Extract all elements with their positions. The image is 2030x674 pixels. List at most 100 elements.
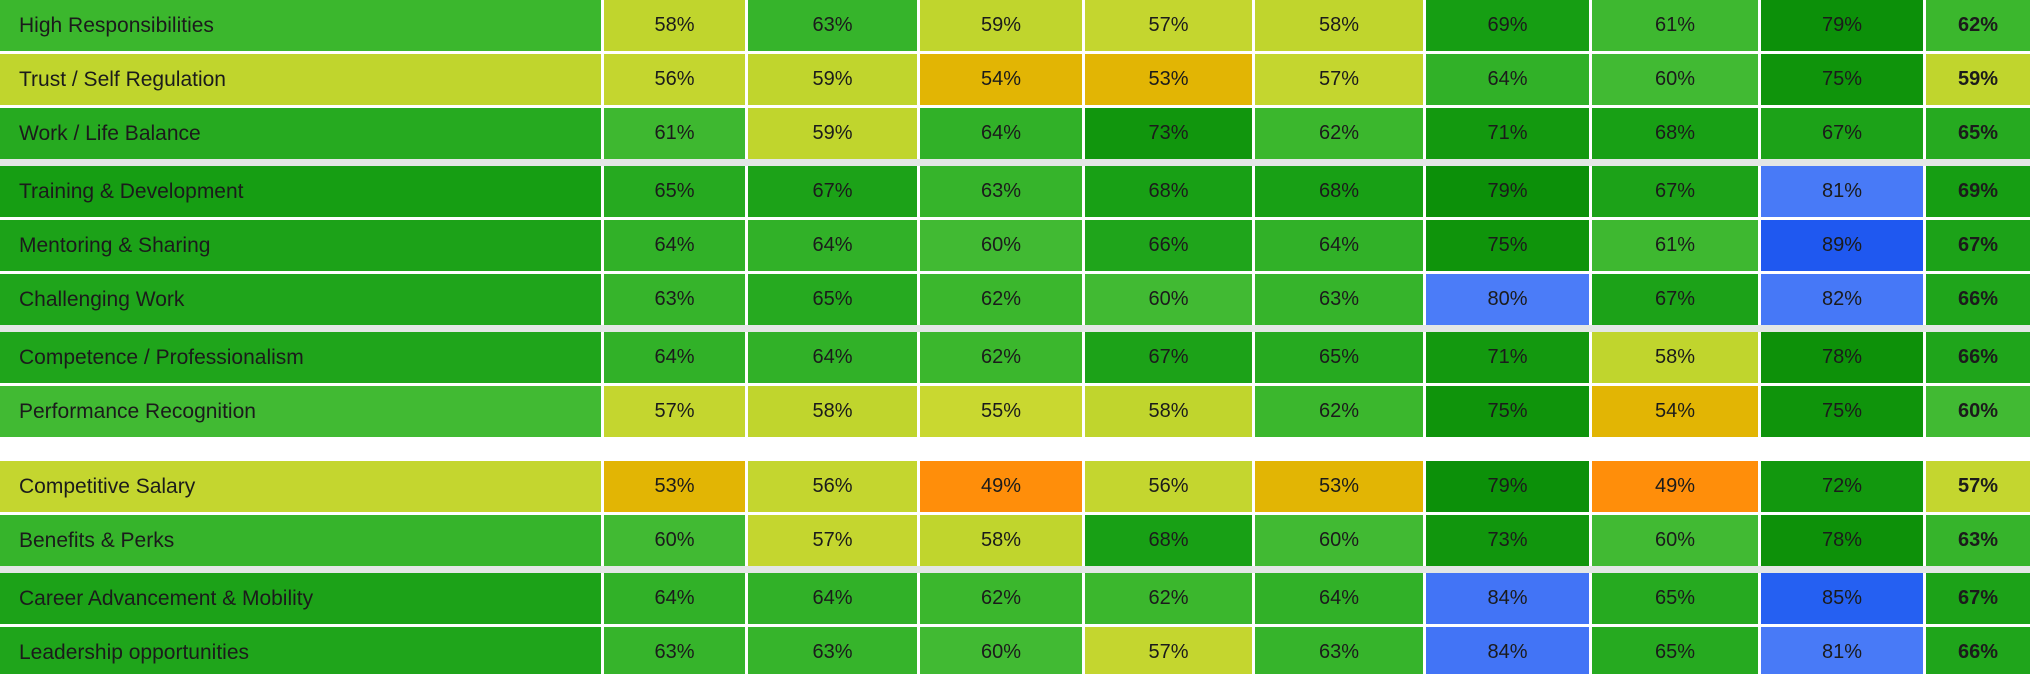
overall-value-cell[interactable]: 66% <box>1926 627 2030 674</box>
value-cell[interactable]: 61% <box>1592 220 1758 271</box>
row-label[interactable]: Challenging Work <box>0 274 601 325</box>
value-cell[interactable]: 71% <box>1426 108 1589 159</box>
overall-value-cell[interactable]: 60% <box>1926 386 2030 437</box>
value-cell[interactable]: 82% <box>1761 274 1923 325</box>
value-cell[interactable]: 59% <box>748 108 917 159</box>
value-cell[interactable]: 65% <box>1592 627 1758 674</box>
value-cell[interactable]: 62% <box>920 274 1082 325</box>
value-cell[interactable]: 62% <box>1085 573 1252 624</box>
value-cell[interactable]: 75% <box>1426 220 1589 271</box>
value-cell[interactable]: 68% <box>1592 108 1758 159</box>
value-cell[interactable]: 64% <box>920 108 1082 159</box>
value-cell[interactable]: 65% <box>1255 332 1423 383</box>
row-label[interactable]: Career Advancement & Mobility <box>0 573 601 624</box>
value-cell[interactable]: 73% <box>1426 515 1589 566</box>
value-cell[interactable]: 57% <box>1085 0 1252 51</box>
value-cell[interactable]: 56% <box>1085 461 1252 512</box>
overall-value-cell[interactable]: 66% <box>1926 274 2030 325</box>
value-cell[interactable]: 60% <box>1592 54 1758 105</box>
value-cell[interactable]: 71% <box>1426 332 1589 383</box>
row-label[interactable]: High Responsibilities <box>0 0 601 51</box>
value-cell[interactable]: 62% <box>920 573 1082 624</box>
row-label[interactable]: Leadership opportunities <box>0 627 601 674</box>
overall-value-cell[interactable]: 57% <box>1926 461 2030 512</box>
value-cell[interactable]: 89% <box>1761 220 1923 271</box>
value-cell[interactable]: 57% <box>604 386 745 437</box>
value-cell[interactable]: 58% <box>920 515 1082 566</box>
row-label[interactable]: Trust / Self Regulation <box>0 54 601 105</box>
value-cell[interactable]: 79% <box>1426 166 1589 217</box>
row-label[interactable]: Performance Recognition <box>0 386 601 437</box>
value-cell[interactable]: 62% <box>1255 386 1423 437</box>
value-cell[interactable]: 79% <box>1426 461 1589 512</box>
row-label[interactable]: Competitive Salary <box>0 461 601 512</box>
value-cell[interactable]: 60% <box>1592 515 1758 566</box>
value-cell[interactable]: 64% <box>1255 573 1423 624</box>
value-cell[interactable]: 68% <box>1085 166 1252 217</box>
value-cell[interactable]: 81% <box>1761 627 1923 674</box>
value-cell[interactable]: 64% <box>1426 54 1589 105</box>
value-cell[interactable]: 63% <box>604 274 745 325</box>
value-cell[interactable]: 57% <box>1255 54 1423 105</box>
value-cell[interactable]: 64% <box>604 220 745 271</box>
value-cell[interactable]: 64% <box>1255 220 1423 271</box>
value-cell[interactable]: 63% <box>1255 274 1423 325</box>
value-cell[interactable]: 79% <box>1761 0 1923 51</box>
value-cell[interactable]: 63% <box>1255 627 1423 674</box>
value-cell[interactable]: 67% <box>1592 274 1758 325</box>
value-cell[interactable]: 75% <box>1426 386 1589 437</box>
value-cell[interactable]: 64% <box>604 573 745 624</box>
value-cell[interactable]: 64% <box>748 220 917 271</box>
value-cell[interactable]: 63% <box>748 0 917 51</box>
row-label[interactable]: Training & Development <box>0 166 601 217</box>
value-cell[interactable]: 56% <box>748 461 917 512</box>
value-cell[interactable]: 84% <box>1426 573 1589 624</box>
overall-value-cell[interactable]: 67% <box>1926 573 2030 624</box>
value-cell[interactable]: 65% <box>748 274 917 325</box>
overall-value-cell[interactable]: 65% <box>1926 108 2030 159</box>
value-cell[interactable]: 68% <box>1255 166 1423 217</box>
value-cell[interactable]: 58% <box>1255 0 1423 51</box>
value-cell[interactable]: 64% <box>748 332 917 383</box>
value-cell[interactable]: 68% <box>1085 515 1252 566</box>
overall-value-cell[interactable]: 63% <box>1926 515 2030 566</box>
overall-value-cell[interactable]: 66% <box>1926 332 2030 383</box>
value-cell[interactable]: 53% <box>1085 54 1252 105</box>
value-cell[interactable]: 54% <box>1592 386 1758 437</box>
value-cell[interactable]: 61% <box>604 108 745 159</box>
value-cell[interactable]: 53% <box>604 461 745 512</box>
value-cell[interactable]: 55% <box>920 386 1082 437</box>
value-cell[interactable]: 85% <box>1761 573 1923 624</box>
value-cell[interactable]: 54% <box>920 54 1082 105</box>
value-cell[interactable]: 75% <box>1761 54 1923 105</box>
value-cell[interactable]: 67% <box>1592 166 1758 217</box>
value-cell[interactable]: 72% <box>1761 461 1923 512</box>
overall-value-cell[interactable]: 62% <box>1926 0 2030 51</box>
value-cell[interactable]: 58% <box>604 0 745 51</box>
value-cell[interactable]: 62% <box>1255 108 1423 159</box>
value-cell[interactable]: 75% <box>1761 386 1923 437</box>
value-cell[interactable]: 58% <box>748 386 917 437</box>
value-cell[interactable]: 60% <box>604 515 745 566</box>
value-cell[interactable]: 81% <box>1761 166 1923 217</box>
value-cell[interactable]: 60% <box>920 220 1082 271</box>
value-cell[interactable]: 67% <box>1085 332 1252 383</box>
value-cell[interactable]: 60% <box>1085 274 1252 325</box>
value-cell[interactable]: 67% <box>1761 108 1923 159</box>
row-label[interactable]: Benefits & Perks <box>0 515 601 566</box>
value-cell[interactable]: 65% <box>604 166 745 217</box>
row-label[interactable]: Work / Life Balance <box>0 108 601 159</box>
value-cell[interactable]: 57% <box>748 515 917 566</box>
value-cell[interactable]: 61% <box>1592 0 1758 51</box>
value-cell[interactable]: 69% <box>1426 0 1589 51</box>
value-cell[interactable]: 80% <box>1426 274 1589 325</box>
value-cell[interactable]: 49% <box>1592 461 1758 512</box>
value-cell[interactable]: 67% <box>748 166 917 217</box>
value-cell[interactable]: 58% <box>1085 386 1252 437</box>
value-cell[interactable]: 49% <box>920 461 1082 512</box>
value-cell[interactable]: 64% <box>748 573 917 624</box>
value-cell[interactable]: 60% <box>920 627 1082 674</box>
value-cell[interactable]: 73% <box>1085 108 1252 159</box>
value-cell[interactable]: 65% <box>1592 573 1758 624</box>
row-label[interactable]: Competence / Professionalism <box>0 332 601 383</box>
